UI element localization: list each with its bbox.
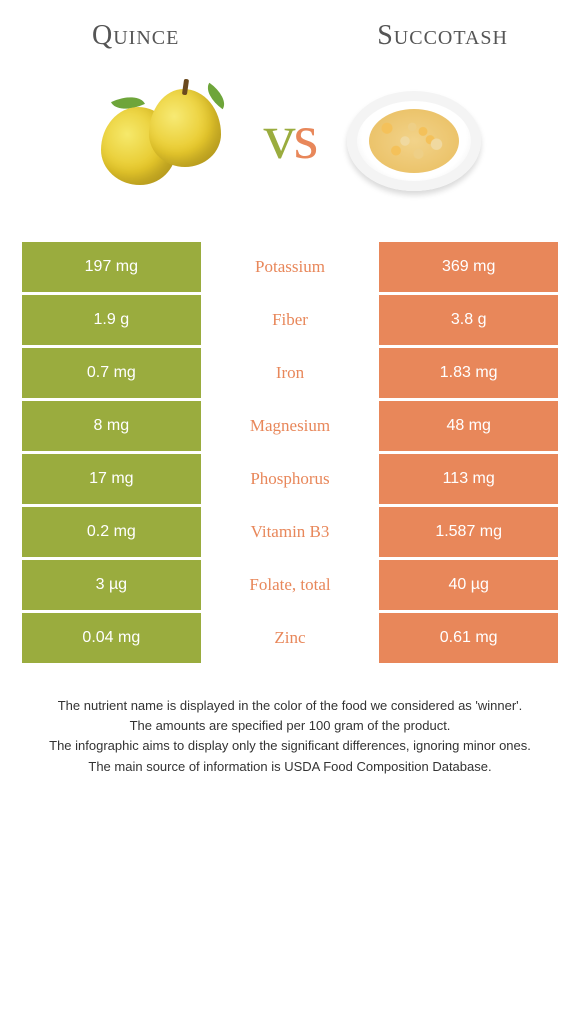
left-value: 0.7 mg <box>22 348 201 398</box>
right-value: 1.587 mg <box>379 507 558 557</box>
nutrient-name: Folate, total <box>201 560 380 610</box>
right-value: 3.8 g <box>379 295 558 345</box>
vs-label: vs <box>264 100 317 174</box>
hero-row: vs <box>12 72 568 202</box>
nutrient-name: Iron <box>201 348 380 398</box>
table-row: 8 mgMagnesium48 mg <box>22 401 558 451</box>
nutrient-name: Potassium <box>201 242 380 292</box>
titles-row: Quince Succotash <box>12 20 568 52</box>
nutrient-name: Fiber <box>201 295 380 345</box>
left-value: 0.04 mg <box>22 613 201 663</box>
nutrient-name: Zinc <box>201 613 380 663</box>
vs-s: s <box>294 101 317 172</box>
table-row: 17 mgPhosphorus113 mg <box>22 454 558 504</box>
right-value: 0.61 mg <box>379 613 558 663</box>
nutrient-name: Magnesium <box>201 401 380 451</box>
left-value: 1.9 g <box>22 295 201 345</box>
table-row: 0.04 mgZinc0.61 mg <box>22 613 558 663</box>
infographic-root: Quince Succotash vs 197 mgPotassium369 m… <box>0 0 580 788</box>
left-value: 197 mg <box>22 242 201 292</box>
nutrient-name: Phosphorus <box>201 454 380 504</box>
quince-image <box>86 72 246 202</box>
right-value: 369 mg <box>379 242 558 292</box>
left-value: 3 µg <box>22 560 201 610</box>
vs-v: v <box>264 101 294 172</box>
succotash-image <box>334 72 494 202</box>
left-value: 8 mg <box>22 401 201 451</box>
table-row: 3 µgFolate, total40 µg <box>22 560 558 610</box>
table-row: 197 mgPotassium369 mg <box>22 242 558 292</box>
right-value: 40 µg <box>379 560 558 610</box>
nutrient-table: 197 mgPotassium369 mg1.9 gFiber3.8 g0.7 … <box>22 242 558 663</box>
table-row: 0.2 mgVitamin B31.587 mg <box>22 507 558 557</box>
right-value: 113 mg <box>379 454 558 504</box>
left-value: 0.2 mg <box>22 507 201 557</box>
table-row: 0.7 mgIron1.83 mg <box>22 348 558 398</box>
footer-line: The infographic aims to display only the… <box>30 737 550 755</box>
footer-line: The main source of information is USDA F… <box>30 758 550 776</box>
title-right: Succotash <box>377 20 508 52</box>
right-value: 1.83 mg <box>379 348 558 398</box>
left-value: 17 mg <box>22 454 201 504</box>
footer-line: The amounts are specified per 100 gram o… <box>30 717 550 735</box>
right-value: 48 mg <box>379 401 558 451</box>
nutrient-name: Vitamin B3 <box>201 507 380 557</box>
table-row: 1.9 gFiber3.8 g <box>22 295 558 345</box>
footer-line: The nutrient name is displayed in the co… <box>30 697 550 715</box>
title-left: Quince <box>92 20 179 52</box>
footer-notes: The nutrient name is displayed in the co… <box>30 697 550 776</box>
